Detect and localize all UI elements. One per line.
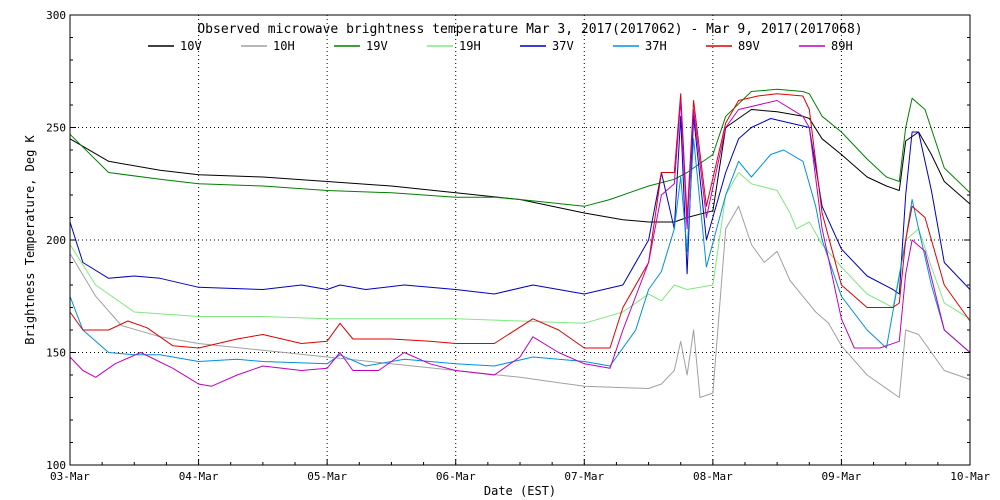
x-tick-label-3: 06-Mar <box>436 470 476 483</box>
x-tick-label-4: 07-Mar <box>564 470 604 483</box>
legend-label-19H: 19H <box>459 39 481 53</box>
x-tick-label-7: 10-Mar <box>950 470 990 483</box>
y-tick-label-0: 100 <box>46 459 66 472</box>
y-tick-label-1: 150 <box>46 347 66 360</box>
y-tick-label-3: 250 <box>46 122 66 135</box>
series-line-19V <box>69 88 971 207</box>
series-line-37V <box>69 115 971 295</box>
y-axis-label: Brightness Temperature, Deg K <box>23 134 37 344</box>
legend-label-10H: 10H <box>273 39 295 53</box>
x-tick-label-5: 08-Mar <box>693 470 733 483</box>
grid-lines <box>70 15 970 465</box>
axis-ticks: 03-Mar 04-Mar 05-Mar 06-Mar 07-Mar 08-Mar 09-M… <box>46 9 990 483</box>
y-tick-label-4: 300 <box>46 9 66 22</box>
legend-label-89V: 89V <box>738 39 760 53</box>
x-tick-label-6: 09-Mar <box>822 470 862 483</box>
legend-label-89H: 89H <box>831 39 853 53</box>
series-line-37H <box>69 138 971 367</box>
series-line-89H <box>69 100 971 387</box>
x-tick-label-0: 03-Mar <box>50 470 90 483</box>
legend-label-37V: 37V <box>552 39 574 53</box>
series-line-19H <box>69 172 971 324</box>
y-tick-label-2: 200 <box>46 234 66 247</box>
series-line-10H <box>69 205 971 398</box>
chart-title: Observed microwave brightness temperatur… <box>197 22 862 37</box>
legend-label-10V: 10V <box>180 39 202 53</box>
x-tick-label-1: 04-Mar <box>179 470 219 483</box>
x-tick-label-2: 05-Mar <box>307 470 347 483</box>
legend: 10V 10H 19V 19H 37V 37H 89V 89H <box>148 39 853 53</box>
series-lines <box>69 88 971 398</box>
legend-label-37H: 37H <box>645 39 667 53</box>
legend-label-19V: 19V <box>366 39 388 53</box>
x-axis-label: Date (EST) <box>484 484 556 498</box>
series-line-10V <box>69 109 971 223</box>
